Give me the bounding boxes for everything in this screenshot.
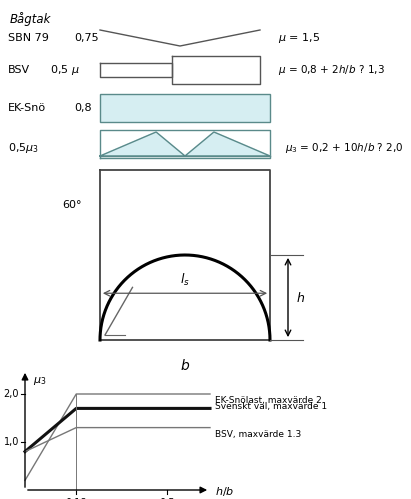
Text: 0,75: 0,75 — [74, 33, 99, 43]
Text: $b$: $b$ — [180, 358, 190, 373]
Text: $l_s$: $l_s$ — [180, 272, 190, 288]
Text: 60°: 60° — [62, 200, 81, 210]
Text: $h$: $h$ — [296, 290, 305, 304]
Text: BSV: BSV — [8, 65, 30, 75]
Text: 2,0: 2,0 — [4, 389, 19, 399]
Text: 0,18: 0,18 — [65, 498, 87, 499]
Text: EK-Snölast, maxvärde 2: EK-Snölast, maxvärde 2 — [215, 396, 322, 405]
Text: Svenskt val, maxvärde 1: Svenskt val, maxvärde 1 — [215, 402, 327, 411]
Text: 0,5 $\mu$: 0,5 $\mu$ — [50, 63, 80, 77]
Text: Bågtak: Bågtak — [10, 12, 51, 26]
Text: 0,5: 0,5 — [159, 498, 175, 499]
Text: SBN 79: SBN 79 — [8, 33, 49, 43]
Text: $\mu_3$ = 0,2 + 10$h/b$ ? 2,0: $\mu_3$ = 0,2 + 10$h/b$ ? 2,0 — [285, 141, 404, 155]
Polygon shape — [185, 132, 270, 156]
Polygon shape — [100, 132, 185, 156]
Text: BSV, maxvärde 1.3: BSV, maxvärde 1.3 — [215, 430, 301, 439]
Text: $\mu$ = 0,8 + 2$h/b$ ? 1,3: $\mu$ = 0,8 + 2$h/b$ ? 1,3 — [278, 63, 385, 77]
Bar — [100, 94, 270, 122]
Text: 1,0: 1,0 — [4, 437, 19, 447]
Text: 0,8: 0,8 — [74, 103, 92, 113]
Text: EK-Snö: EK-Snö — [8, 103, 46, 113]
Text: $0{,}5\mu_3$: $0{,}5\mu_3$ — [8, 141, 39, 155]
Text: $\mu$ = 1,5: $\mu$ = 1,5 — [278, 31, 320, 45]
Text: $h/b$: $h/b$ — [215, 486, 234, 499]
Text: $\mu_3$: $\mu_3$ — [33, 375, 46, 387]
